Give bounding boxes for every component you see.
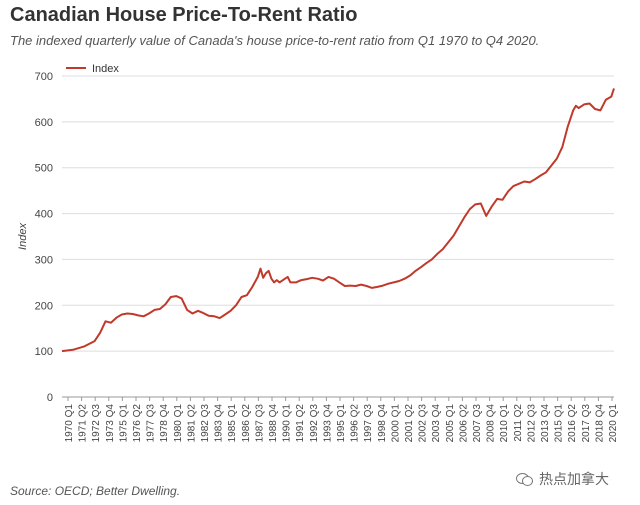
x-tick-label: 2015 Q1 [554, 404, 565, 443]
x-tick-label: 1986 Q2 [241, 404, 252, 443]
x-tick-label: 1995 Q1 [336, 404, 347, 443]
y-tick-label: 500 [35, 163, 53, 175]
x-tick-label: 2016 Q2 [567, 404, 578, 443]
x-tick-label: 1993 Q4 [322, 404, 333, 443]
x-tick-label: 2017 Q3 [581, 404, 592, 443]
x-tick-label: 1983 Q4 [214, 404, 225, 443]
x-tick-label: 1992 Q3 [309, 404, 320, 443]
series-line-index [61, 88, 615, 353]
x-tick-label: 2006 Q2 [458, 404, 469, 443]
x-tick-label: 2000 Q1 [390, 404, 401, 443]
x-tick-label: 2011 Q2 [513, 404, 524, 442]
x-tick-label: 1988 Q4 [268, 404, 279, 443]
y-tick-label: 0 [47, 392, 53, 404]
line-chart: 0 100 200 300 400 500 600 700 Index 1970 Q1 1971 Q… [17, 63, 619, 443]
x-tick-label: 1978 Q4 [159, 404, 170, 443]
x-tick-label: 2013 Q4 [540, 404, 551, 443]
x-tick-label: 2005 Q1 [445, 404, 456, 443]
x-tick-label: 2012 Q3 [526, 404, 537, 443]
wechat-icon [516, 472, 534, 486]
y-tick-label: 400 [35, 209, 53, 221]
x-tick-label: 1987 Q3 [254, 404, 265, 443]
x-tick-label: 1976 Q2 [132, 404, 143, 443]
x-tick-label: 2010 Q1 [499, 404, 510, 443]
watermark: 热点加拿大 [516, 469, 609, 489]
x-tick-label: 1971 Q2 [78, 404, 89, 443]
x-tick-label: 1972 Q3 [91, 404, 102, 443]
x-tick-label: 2008 Q4 [486, 404, 497, 443]
x-tick-label: 1996 Q2 [350, 404, 361, 443]
x-tick-label: 2007 Q3 [472, 404, 483, 443]
x-tick-label: 2003 Q4 [431, 404, 442, 443]
legend-label: Index [92, 63, 119, 75]
y-tick-label: 600 [35, 117, 53, 129]
x-tick-label: 1997 Q3 [363, 404, 374, 443]
x-tick-label: 1991 Q2 [295, 404, 306, 443]
y-axis-label: Index [17, 223, 29, 250]
x-tick-label: 1975 Q1 [118, 404, 129, 443]
x-tick-label: 1970 Q1 [64, 404, 75, 443]
watermark-text: 热点加拿大 [539, 472, 609, 488]
x-tick-label: 2002 Q3 [418, 404, 429, 443]
y-tick-label: 300 [35, 254, 53, 266]
x-tick-label: 1985 Q1 [227, 404, 238, 443]
x-tick-label: 1990 Q1 [282, 404, 293, 443]
y-tick-label: 700 [35, 71, 53, 83]
x-tick-label: 2020 Q1 [608, 404, 619, 443]
x-tick-label: 2001 Q2 [404, 404, 415, 443]
chart-title: Canadian House Price-To-Rent Ratio [10, 4, 358, 26]
x-tick-label: 1998 Q4 [377, 404, 388, 443]
x-tick-label: 1980 Q1 [173, 404, 184, 443]
x-tick-label: 1973 Q4 [105, 404, 116, 443]
x-tick-label: 1981 Q2 [186, 404, 197, 443]
x-tick-label: 1982 Q3 [200, 404, 211, 443]
source-note: Source: OECD; Better Dwelling. [10, 484, 181, 498]
chart-subtitle: The indexed quarterly value of Canada's … [10, 33, 540, 48]
x-tick-label: 2018 Q4 [594, 404, 605, 443]
y-tick-label: 100 [35, 346, 53, 358]
y-tick-label: 200 [35, 300, 53, 312]
x-tick-label: 1977 Q3 [146, 404, 157, 443]
